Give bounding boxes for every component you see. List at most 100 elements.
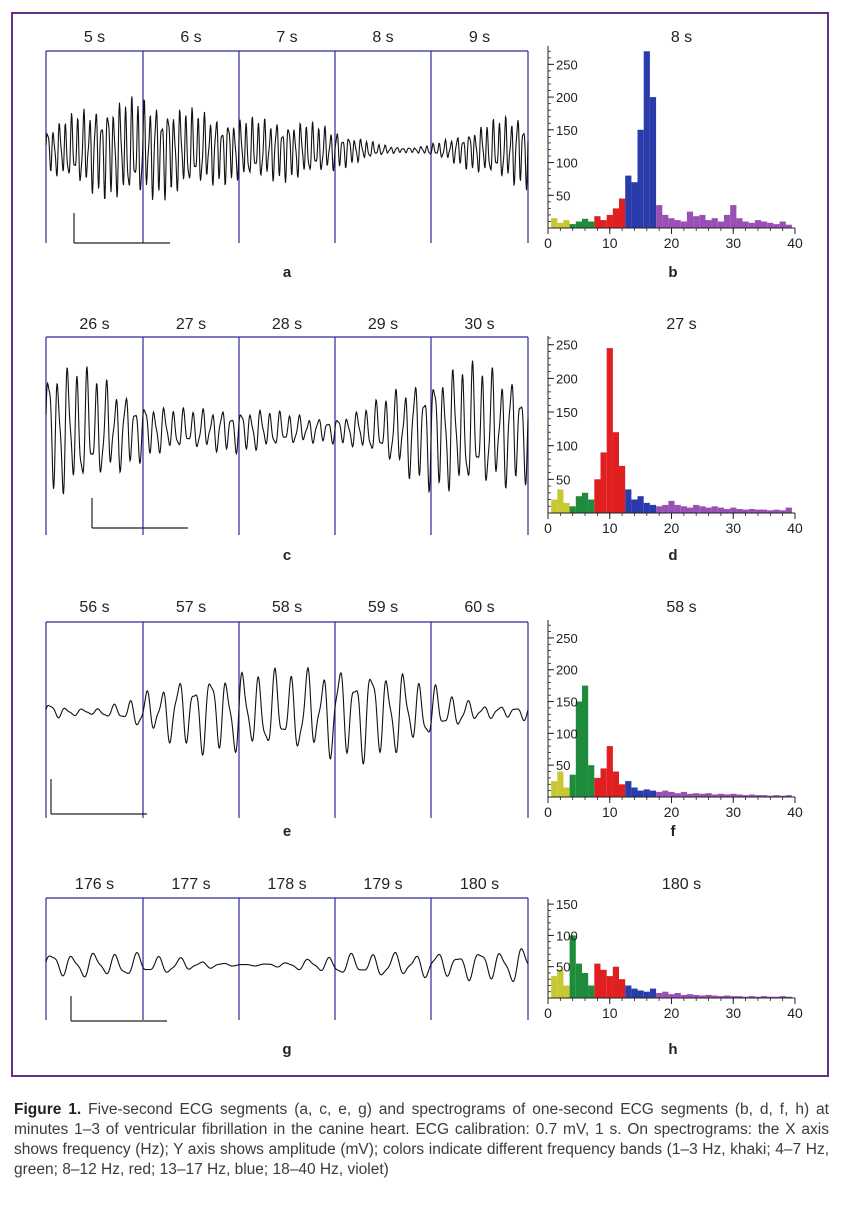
spectrogram-bar [625, 781, 632, 797]
spectrogram-bar [668, 994, 675, 998]
x-tick-label: 30 [725, 1005, 741, 1021]
spectrogram-bar [569, 506, 576, 513]
y-tick-label: 250 [556, 338, 578, 353]
ecg-time-label: 176 s [75, 876, 114, 893]
spectrogram-bar [582, 973, 589, 998]
spectrogram-bar [674, 993, 681, 998]
spectrogram-bar [575, 496, 582, 513]
spectrogram-bar [582, 492, 589, 513]
ecg-time-label: 58 s [272, 599, 302, 616]
spectrogram-bar [649, 790, 657, 797]
ecg-time-label: 59 s [368, 599, 398, 616]
ecg-time-label: 6 s [180, 29, 201, 46]
y-tick-label: 200 [556, 90, 578, 105]
spectrogram-bar [748, 222, 755, 228]
panel-letter: f [671, 823, 677, 840]
spectrogram-bar [668, 218, 675, 228]
spectrogram-bar [773, 509, 780, 513]
spectrogram-bar [569, 224, 576, 228]
spectrogram-bar [699, 506, 706, 513]
spectrogram-bar [761, 795, 768, 797]
x-tick-label: 40 [787, 520, 803, 536]
x-tick-label: 30 [725, 235, 741, 251]
x-tick-label: 20 [664, 1005, 680, 1021]
spectrogram-bar [724, 509, 731, 513]
spectrogram-bar [686, 507, 694, 513]
ecg-time-label: 7 s [276, 29, 297, 46]
ecg-time-label: 27 s [176, 316, 206, 333]
spectrogram-bar [551, 499, 558, 513]
y-tick-label: 200 [556, 663, 578, 678]
spectrogram-bar [761, 509, 768, 513]
spectrogram-bar [680, 506, 687, 513]
spectrogram-bar [754, 795, 762, 797]
spectrogram-bar [612, 771, 619, 797]
spectrogram-bar [680, 994, 687, 998]
spectrogram-bar [699, 214, 706, 228]
spectrogram-bar [724, 995, 731, 998]
spectrogram-bar [612, 432, 619, 513]
x-tick-label: 20 [664, 235, 680, 251]
spectrogram-bar [785, 996, 792, 998]
panel-letter: d [668, 547, 677, 564]
spectrogram-bar [717, 793, 724, 797]
spectrogram-bar [643, 502, 650, 513]
spectrogram-bar [563, 220, 570, 228]
spectrogram-bar [619, 784, 626, 797]
spectrogram-bar [606, 348, 613, 513]
spectrogram-bar [575, 221, 582, 228]
x-tick-label: 20 [664, 804, 680, 820]
spectrogram-bar [761, 221, 768, 228]
x-tick-label: 30 [725, 520, 741, 536]
ecg-time-label: 8 s [372, 29, 393, 46]
spectrogram-bar [625, 175, 632, 228]
spectrogram-bar [563, 502, 570, 513]
y-tick-label: 250 [556, 57, 578, 72]
x-tick-label: 0 [544, 1005, 552, 1021]
spectrogram-bar [711, 218, 718, 228]
ecg-time-label: 179 s [363, 876, 402, 893]
spectrogram-bar [649, 988, 657, 998]
spectrogram-bar [717, 221, 724, 228]
spectrogram-bar [594, 777, 601, 797]
spectrogram-bar [699, 995, 706, 998]
spectrogram-bar [705, 220, 712, 228]
spectrogram-bar [643, 789, 650, 797]
spectrogram-bar [754, 509, 762, 513]
spectrogram-bar [748, 794, 755, 797]
x-tick-label: 40 [787, 1005, 803, 1021]
spectrogram-bar [668, 791, 675, 797]
spectrogram-bar [773, 224, 780, 228]
spectrogram-bar [643, 991, 650, 998]
y-tick-label: 100 [556, 156, 578, 171]
spectrogram-bar [656, 506, 663, 513]
y-tick-label: 100 [556, 439, 578, 454]
spectrogram-bar [767, 795, 774, 797]
spectrogram-bar [674, 220, 681, 228]
caption-text: Five-second ECG segments (a, c, e, g) an… [14, 1101, 829, 1178]
spectrogram-bar [711, 995, 718, 998]
spectrogram-bar [767, 222, 774, 228]
y-tick-label: 150 [556, 405, 578, 420]
spectrogram-bar [594, 963, 601, 998]
spectrogram-bar [612, 966, 619, 998]
spectrogram-bar [600, 452, 607, 513]
spectrogram-bar [662, 214, 669, 228]
panel-letter: h [668, 1041, 677, 1058]
spectrogram-title: 8 s [671, 29, 692, 46]
spectrogram-bar [637, 129, 644, 228]
spectrogram-bar [779, 996, 786, 998]
spectrogram-bar [662, 991, 669, 998]
spectrogram-bar [637, 990, 644, 998]
ecg-time-label: 57 s [176, 599, 206, 616]
panel-letter: g [282, 1041, 291, 1058]
spectrogram-bar [631, 787, 638, 797]
spectrogram-bar [748, 996, 755, 998]
spectrogram-bar [600, 969, 607, 998]
panel-letter: a [283, 264, 292, 281]
spectrogram-bar [730, 996, 737, 998]
x-tick-label: 10 [602, 804, 618, 820]
ecg-time-label: 9 s [469, 29, 490, 46]
spectrogram-bar [736, 218, 743, 228]
caption-label: Figure 1. [14, 1101, 82, 1118]
